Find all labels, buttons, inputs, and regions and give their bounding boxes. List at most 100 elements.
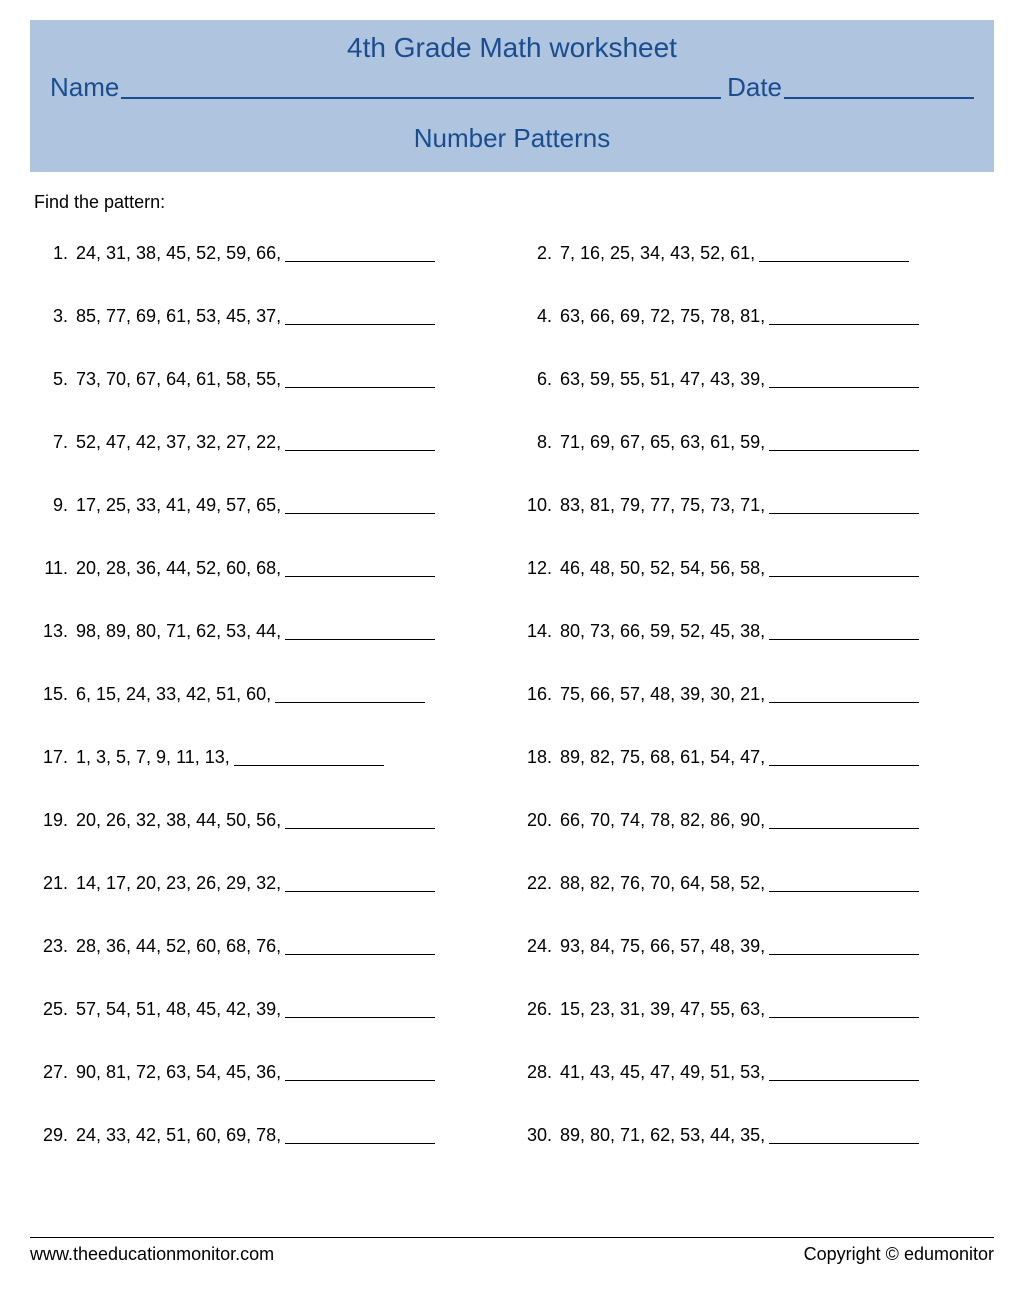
name-date-row: Name Date [50, 72, 974, 103]
problem-number: 10. [522, 495, 552, 516]
problem-row: 22.88, 82, 76, 70, 64, 58, 52, [522, 873, 986, 894]
problem-sequence: 63, 66, 69, 72, 75, 78, 81, [560, 306, 765, 327]
worksheet-page: 4th Grade Math worksheet Name Date Numbe… [0, 0, 1024, 1295]
problem-number: 24. [522, 936, 552, 957]
problem-number: 11. [38, 558, 68, 579]
problem-sequence: 66, 70, 74, 78, 82, 86, 90, [560, 810, 765, 831]
problem-row: 20. 66, 70, 74, 78, 82, 86, 90, [522, 810, 986, 831]
answer-blank[interactable] [285, 891, 435, 892]
answer-blank[interactable] [285, 639, 435, 640]
problem-row: 6. 63, 59, 55, 51, 47, 43, 39, [522, 369, 986, 390]
problem-sequence: 85, 77, 69, 61, 53, 45, 37, [76, 306, 281, 327]
problem-sequence: 57, 54, 51, 48, 45, 42, 39, [76, 999, 281, 1020]
problem-sequence: 52, 47, 42, 37, 32, 27, 22, [76, 432, 281, 453]
problem-number: 18. [522, 747, 552, 768]
answer-blank[interactable] [285, 954, 435, 955]
problem-row: 13. 98, 89, 80, 71, 62, 53, 44, [38, 621, 502, 642]
problem-sequence: 89, 80, 71, 62, 53, 44, 35, [560, 1125, 765, 1146]
problem-number: 16. [522, 684, 552, 705]
answer-blank[interactable] [234, 765, 384, 766]
problem-sequence: 15, 23, 31, 39, 47, 55, 63, [560, 999, 765, 1020]
problem-row: 1.24, 31, 38, 45, 52, 59, 66, [38, 243, 502, 264]
problem-number: 20. [522, 810, 552, 831]
answer-blank[interactable] [769, 324, 919, 325]
answer-blank[interactable] [769, 702, 919, 703]
date-input-line[interactable] [784, 97, 974, 99]
answer-blank[interactable] [769, 450, 919, 451]
answer-blank[interactable] [285, 1080, 435, 1081]
instruction-text: Find the pattern: [34, 192, 990, 213]
answer-blank[interactable] [285, 1143, 435, 1144]
problem-row: 21.14, 17, 20, 23, 26, 29, 32, [38, 873, 502, 894]
problem-number: 13. [38, 621, 68, 642]
problem-sequence: 24, 33, 42, 51, 60, 69, 78, [76, 1125, 281, 1146]
name-input-line[interactable] [121, 97, 721, 99]
problem-row: 8.71, 69, 67, 65, 63, 61, 59, [522, 432, 986, 453]
footer: www.theeducationmonitor.com Copyright © … [30, 1237, 994, 1265]
answer-blank[interactable] [275, 702, 425, 703]
problem-row: 18.89, 82, 75, 68, 61, 54, 47, [522, 747, 986, 768]
problem-sequence: 46, 48, 50, 52, 54, 56, 58, [560, 558, 765, 579]
problem-row: 11. 20, 28, 36, 44, 52, 60, 68, [38, 558, 502, 579]
problem-sequence: 28, 36, 44, 52, 60, 68, 76, [76, 936, 281, 957]
problem-sequence: 1, 3, 5, 7, 9, 11, 13, [76, 747, 230, 768]
problem-row: 14.80, 73, 66, 59, 52, 45, 38, [522, 621, 986, 642]
answer-blank[interactable] [769, 954, 919, 955]
problem-sequence: 20, 28, 36, 44, 52, 60, 68, [76, 558, 281, 579]
problem-sequence: 17, 25, 33, 41, 49, 57, 65, [76, 495, 281, 516]
problem-number: 7. [38, 432, 68, 453]
problem-sequence: 80, 73, 66, 59, 52, 45, 38, [560, 621, 765, 642]
problem-number: 27. [38, 1062, 68, 1083]
problem-number: 19. [38, 810, 68, 831]
problem-sequence: 98, 89, 80, 71, 62, 53, 44, [76, 621, 281, 642]
problem-row: 10. 83, 81, 79, 77, 75, 73, 71, [522, 495, 986, 516]
answer-blank[interactable] [285, 1017, 435, 1018]
answer-blank[interactable] [285, 450, 435, 451]
problem-row: 17.1, 3, 5, 7, 9, 11, 13, [38, 747, 502, 768]
problem-row: 15.6, 15, 24, 33, 42, 51, 60, [38, 684, 502, 705]
problem-sequence: 73, 70, 67, 64, 61, 58, 55, [76, 369, 281, 390]
problem-row: 23.28, 36, 44, 52, 60, 68, 76, [38, 936, 502, 957]
problem-row: 26.15, 23, 31, 39, 47, 55, 63, [522, 999, 986, 1020]
answer-blank[interactable] [769, 387, 919, 388]
problem-number: 4. [522, 306, 552, 327]
answer-blank[interactable] [285, 576, 435, 577]
problem-row: 5.73, 70, 67, 64, 61, 58, 55, [38, 369, 502, 390]
problem-sequence: 63, 59, 55, 51, 47, 43, 39, [560, 369, 765, 390]
problem-row: 27.90, 81, 72, 63, 54, 45, 36, [38, 1062, 502, 1083]
problem-sequence: 75, 66, 57, 48, 39, 30, 21, [560, 684, 765, 705]
problem-sequence: 14, 17, 20, 23, 26, 29, 32, [76, 873, 281, 894]
problem-sequence: 24, 31, 38, 45, 52, 59, 66, [76, 243, 281, 264]
answer-blank[interactable] [769, 1143, 919, 1144]
worksheet-subtitle: Number Patterns [50, 123, 974, 154]
answer-blank[interactable] [285, 324, 435, 325]
problem-row: 3.85, 77, 69, 61, 53, 45, 37, [38, 306, 502, 327]
answer-blank[interactable] [769, 828, 919, 829]
problem-number: 6. [522, 369, 552, 390]
answer-blank[interactable] [285, 387, 435, 388]
problem-row: 29.24, 33, 42, 51, 60, 69, 78, [38, 1125, 502, 1146]
answer-blank[interactable] [769, 513, 919, 514]
answer-blank[interactable] [769, 1017, 919, 1018]
answer-blank[interactable] [769, 639, 919, 640]
problem-sequence: 41, 43, 45, 47, 49, 51, 53, [560, 1062, 765, 1083]
problem-row: 24.93, 84, 75, 66, 57, 48, 39, [522, 936, 986, 957]
answer-blank[interactable] [285, 261, 435, 262]
problem-row: 2.7, 16, 25, 34, 43, 52, 61, [522, 243, 986, 264]
problem-number: 30. [522, 1125, 552, 1146]
answer-blank[interactable] [769, 576, 919, 577]
problem-number: 2. [522, 243, 552, 264]
answer-blank[interactable] [285, 828, 435, 829]
answer-blank[interactable] [759, 261, 909, 262]
problem-row: 30. 89, 80, 71, 62, 53, 44, 35, [522, 1125, 986, 1146]
problem-row: 25.57, 54, 51, 48, 45, 42, 39, [38, 999, 502, 1020]
problem-row: 4. 63, 66, 69, 72, 75, 78, 81, [522, 306, 986, 327]
problem-sequence: 83, 81, 79, 77, 75, 73, 71, [560, 495, 765, 516]
problem-row: 19.20, 26, 32, 38, 44, 50, 56, [38, 810, 502, 831]
answer-blank[interactable] [769, 765, 919, 766]
problem-number: 22. [522, 873, 552, 894]
answer-blank[interactable] [769, 891, 919, 892]
answer-blank[interactable] [285, 513, 435, 514]
problem-row: 9.17, 25, 33, 41, 49, 57, 65, [38, 495, 502, 516]
answer-blank[interactable] [769, 1080, 919, 1081]
